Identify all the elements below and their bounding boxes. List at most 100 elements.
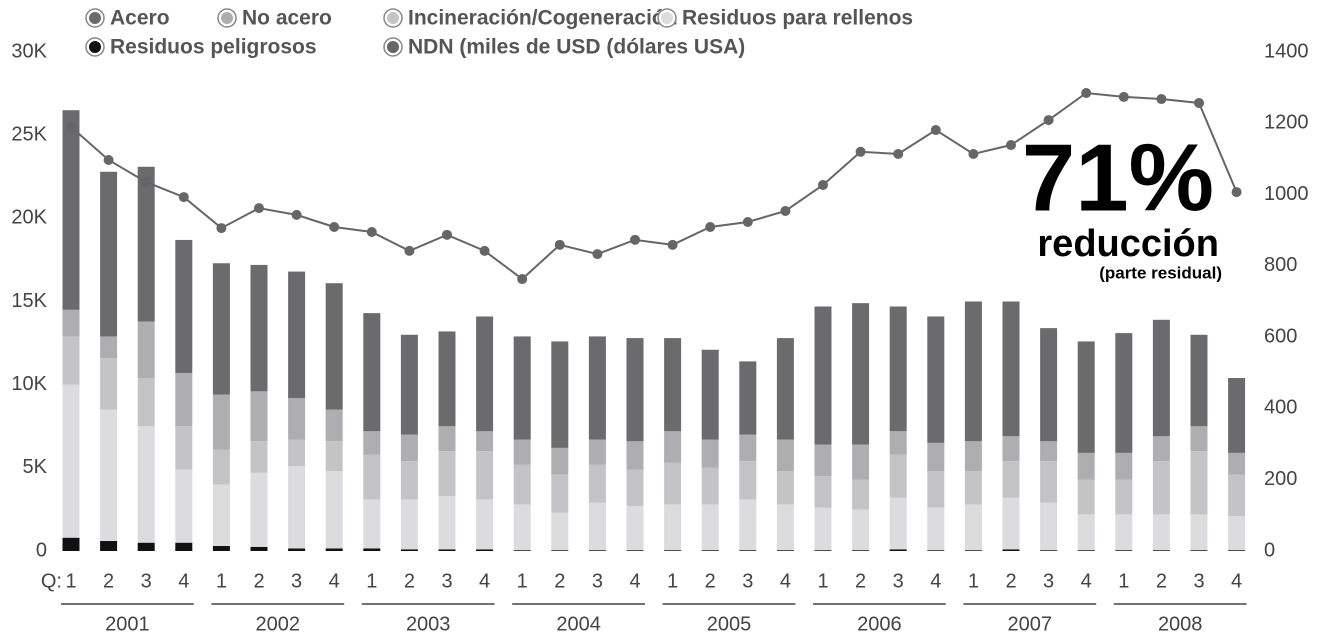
legend-swatch [387, 41, 399, 53]
x-tick-label: 3 [441, 570, 452, 592]
bar-segment [889, 497, 907, 550]
bar-segment [1152, 319, 1170, 437]
line-point [1231, 187, 1242, 198]
x-tick-label: 3 [592, 570, 603, 592]
bar-segment [814, 550, 832, 551]
line-point [517, 274, 528, 285]
bar-segment [288, 466, 306, 549]
bar-segment [1152, 514, 1170, 551]
bar-segment [363, 548, 381, 551]
bar-segment [288, 271, 306, 398]
bar-segment [1152, 550, 1170, 551]
bar-segment [964, 471, 982, 505]
bar-segment [212, 449, 230, 485]
bar-segment [250, 441, 268, 473]
legend-swatch [89, 12, 101, 24]
x-tick-label: 1 [517, 570, 528, 592]
bar-segment [513, 504, 531, 551]
bar-segment [852, 444, 870, 480]
bar-segment [1190, 451, 1208, 515]
line-point [1006, 140, 1016, 151]
bar-segment [513, 336, 531, 440]
bar-segment [438, 451, 456, 497]
bar-segment [1228, 516, 1246, 551]
bar-segment [288, 439, 306, 467]
legend-label: Acero [110, 7, 170, 30]
line-point [818, 179, 828, 190]
x-tick-label: 4 [1231, 570, 1242, 592]
legend-swatch [89, 41, 101, 53]
bar-segment [1152, 461, 1170, 515]
bar-segment [1115, 452, 1133, 480]
bar-segment [889, 306, 907, 432]
bar-segment [814, 444, 832, 477]
bar-segment [325, 283, 343, 410]
bar-segment [363, 499, 381, 549]
bar-segment [551, 447, 569, 475]
line-point [1043, 115, 1054, 126]
bar-segment [513, 464, 531, 505]
year-label: 2007 [1008, 613, 1053, 635]
line-point [893, 148, 904, 159]
bar-segment [1077, 341, 1095, 453]
bar-segment [137, 542, 155, 551]
bar-segment [889, 431, 907, 455]
line-point [968, 148, 979, 159]
bar-segment [1228, 550, 1246, 551]
bar-segment [1115, 514, 1133, 551]
bar-segment [664, 550, 682, 551]
bar-segment [588, 550, 606, 551]
bar-segment [852, 550, 870, 551]
bar-segment [852, 509, 870, 551]
bar-segment [325, 548, 343, 551]
bar-segment [1115, 333, 1133, 453]
bar-segment [1152, 436, 1170, 462]
annotation-note: (parte residual) [1099, 263, 1222, 282]
line-point [855, 146, 866, 157]
bar-segment [739, 434, 757, 462]
bar-segment [626, 550, 644, 551]
year-label: 2002 [256, 613, 301, 635]
bar-segment [1040, 328, 1058, 442]
legend-label: Incineración/Cogeneración [408, 7, 678, 30]
bar-segment [400, 461, 418, 500]
y-tick-label: 25K [11, 123, 47, 145]
bar-segment [1040, 550, 1058, 551]
bar-segment [739, 499, 757, 551]
x-tick-label: 4 [178, 570, 189, 592]
bar-segment [363, 454, 381, 500]
line-point [592, 249, 603, 260]
bar-segment [927, 507, 945, 551]
bar-segment [288, 548, 306, 551]
bar-segment [400, 549, 418, 551]
line-point [1194, 97, 1204, 108]
bar-segment [701, 439, 719, 468]
bar-segment [701, 550, 719, 551]
bar-segment [1190, 334, 1208, 427]
y-tick-label: 10K [11, 373, 47, 395]
bar-segment [664, 462, 682, 505]
line-point [930, 125, 941, 136]
line-point [705, 222, 716, 233]
bar-segment [776, 439, 794, 472]
line-point [404, 245, 415, 256]
y2-tick-label: 400 [1264, 397, 1297, 419]
line-point [1081, 87, 1092, 98]
line-point [366, 226, 377, 237]
bar-segment [1040, 461, 1058, 503]
bar-segment [62, 336, 80, 385]
bar-segment [175, 426, 193, 470]
year-label: 2006 [857, 613, 902, 635]
x-tick-label: 1 [968, 570, 979, 592]
bar-segment [1002, 436, 1020, 462]
bar-segment [889, 454, 907, 498]
legend-swatch [661, 12, 673, 24]
bar-segment [626, 506, 644, 551]
y2-tick-label: 1400 [1264, 40, 1309, 62]
line-point [1156, 94, 1167, 105]
bar-segment [1228, 474, 1246, 517]
line-point [291, 209, 302, 220]
bar-segment [137, 426, 155, 543]
y-tick-label: 0 [36, 539, 47, 561]
bar-segment [814, 507, 832, 551]
